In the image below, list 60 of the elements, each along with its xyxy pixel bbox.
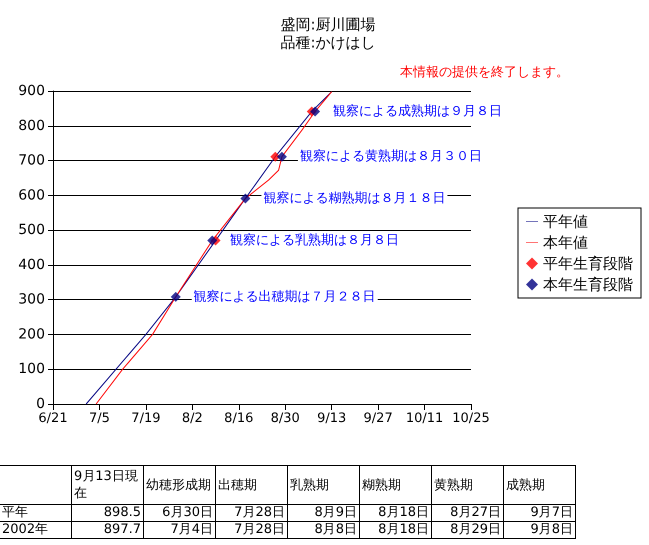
text: 8月8日	[314, 522, 357, 537]
x-tick-label: 8/30	[270, 411, 300, 426]
category-label: 幼穂形成期	[144, 466, 216, 504]
text: 7月28日	[234, 505, 285, 520]
x-tick-label: 8/2	[182, 411, 203, 426]
chart-subtitle: 品種:かけはし	[280, 34, 376, 52]
annotation: 観察による糊熟期は８月１８日	[263, 190, 446, 206]
text: 6月30日	[162, 505, 213, 520]
category-label: 乳熟期	[288, 466, 360, 504]
category-label: 2002年	[2, 522, 48, 537]
x-tick-label: 10/25	[452, 411, 490, 426]
text: 7月4日	[170, 522, 213, 537]
point	[170, 292, 181, 302]
category-label: 黄熟期	[432, 466, 504, 504]
text: 9月8日	[530, 522, 573, 537]
category-label: 9月13日現在	[72, 466, 144, 504]
x-tick-label: 7/5	[88, 411, 110, 426]
y-tick-label: 700	[18, 152, 45, 169]
annotation: 観察による乳熟期は８月８日	[230, 232, 400, 248]
category-label: 平年	[2, 505, 28, 520]
legend-label: 本年値	[543, 234, 588, 252]
annotation: 観察による成熟期は９月８日	[333, 103, 502, 120]
text: 8月27日	[450, 505, 501, 520]
legend-label: 平年値	[543, 212, 588, 230]
text: 897.7	[104, 522, 141, 537]
text: 8月18日	[378, 522, 429, 537]
text: 8月29日	[450, 522, 501, 537]
y-tick-label: 0	[36, 396, 45, 412]
y-tick-label: 200	[18, 326, 45, 342]
x-tick-label: 6/21	[38, 411, 68, 426]
x-tick-label: 10/11	[406, 411, 444, 426]
category-label: 出穂期	[216, 466, 288, 504]
category-label: 成熟期	[504, 466, 576, 504]
y-tick-label: 600	[18, 187, 45, 204]
legend-label: 本年生育段階	[543, 276, 633, 294]
y-tick-label: 800	[18, 118, 45, 134]
legend-label: 平年生育段階	[543, 254, 633, 272]
category-label: 糊熟期	[360, 466, 432, 504]
text: 898.5	[104, 505, 141, 520]
x-tick-label: 8/16	[224, 411, 254, 426]
text: 7月28日	[234, 522, 285, 537]
x-tick-label: 7/19	[131, 411, 160, 426]
y-tick-label: 500	[18, 222, 45, 238]
point	[310, 106, 320, 117]
y-tick-label: 900	[18, 83, 45, 99]
y-tick-label: 400	[18, 256, 45, 273]
text: 9月7日	[530, 505, 573, 520]
x-tick-label: 9/13	[317, 411, 346, 426]
point	[276, 152, 287, 162]
point	[240, 193, 250, 204]
y-tick-label: 100	[18, 361, 45, 378]
x-tick-label: 9/27	[364, 411, 393, 426]
chart-title: 盛岡:厨川圃場	[280, 16, 376, 34]
annotation: 観察による黄熟期は８月３０日	[300, 148, 482, 164]
y-tick-label: 300	[18, 292, 45, 308]
text: 8月9日	[314, 505, 357, 520]
text: 本情報の提供を終了します。	[400, 65, 569, 80]
point	[207, 236, 218, 246]
text: 8月18日	[378, 505, 429, 520]
annotation: 観察による出穂期は７月２８日	[194, 288, 376, 304]
